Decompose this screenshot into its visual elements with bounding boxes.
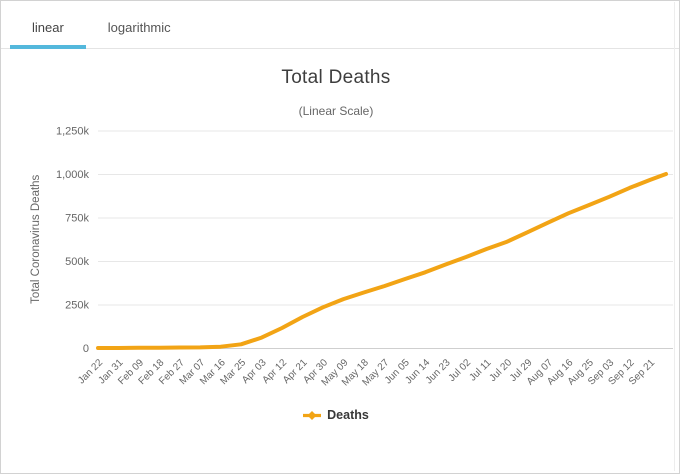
x-tick-label: Aug 25 [566, 357, 596, 387]
x-tick-label: Feb 18 [137, 357, 167, 387]
x-tick-label: Sep 12 [607, 357, 637, 387]
legend-item-deaths[interactable]: Deaths [1, 408, 671, 422]
x-tick-label: Jul 20 [487, 357, 514, 384]
chart-subtitle: (Linear Scale) [298, 104, 374, 118]
x-tick-label: Feb 09 [116, 357, 146, 387]
x-tick-label: May 09 [320, 357, 351, 388]
legend-label: Deaths [327, 408, 369, 422]
x-tick-label: Jul 29 [508, 357, 535, 384]
tab-linear[interactable]: linear [10, 11, 86, 49]
x-tick-label: Jul 02 [447, 357, 474, 384]
x-tick-label: Mar 16 [198, 357, 228, 387]
y-tick-label: 1,250k [56, 126, 90, 138]
deaths-series-line [96, 172, 668, 350]
scale-tabbar: linear logarithmic [1, 1, 679, 49]
x-tick-label: Aug 16 [545, 357, 575, 387]
x-tick-label: Apr 12 [261, 357, 290, 386]
x-tick-label: Apr 03 [240, 357, 269, 386]
y-tick-label: 250k [65, 300, 89, 312]
x-tick-label: Apr 21 [281, 357, 310, 386]
x-tick-label: Sep 21 [627, 357, 657, 387]
x-tick-label: Jul 11 [467, 357, 493, 383]
x-tick-label: Jun 14 [403, 357, 432, 386]
x-tick-label: Mar 07 [178, 357, 208, 387]
y-tick-label: 750k [65, 213, 89, 225]
x-tick-label: Aug 07 [525, 357, 555, 387]
x-tick-label: Jun 23 [424, 357, 453, 386]
x-tick-label: Jan 31 [97, 357, 126, 386]
x-tick-label: Apr 30 [301, 357, 330, 386]
x-tick-label: Jun 05 [383, 357, 412, 386]
x-tick-label: May 18 [340, 357, 371, 388]
x-tick-label: Mar 25 [218, 357, 248, 387]
y-tick-label: 1,000k [56, 169, 90, 181]
x-tick-label: May 27 [360, 357, 391, 388]
y-tick-label: 500k [65, 256, 89, 268]
chart-title: Total Deaths [281, 67, 391, 88]
tab-logarithmic[interactable]: logarithmic [107, 19, 171, 35]
x-tick-label: Feb 27 [157, 357, 187, 387]
y-axis-title: Total Coronavirus Deaths [30, 174, 42, 303]
y-tick-label: 0 [83, 343, 89, 355]
x-tick-label: Sep 03 [586, 357, 616, 387]
x-tick-label: Jan 22 [76, 357, 105, 386]
deaths-series-marker-icon [303, 410, 322, 421]
